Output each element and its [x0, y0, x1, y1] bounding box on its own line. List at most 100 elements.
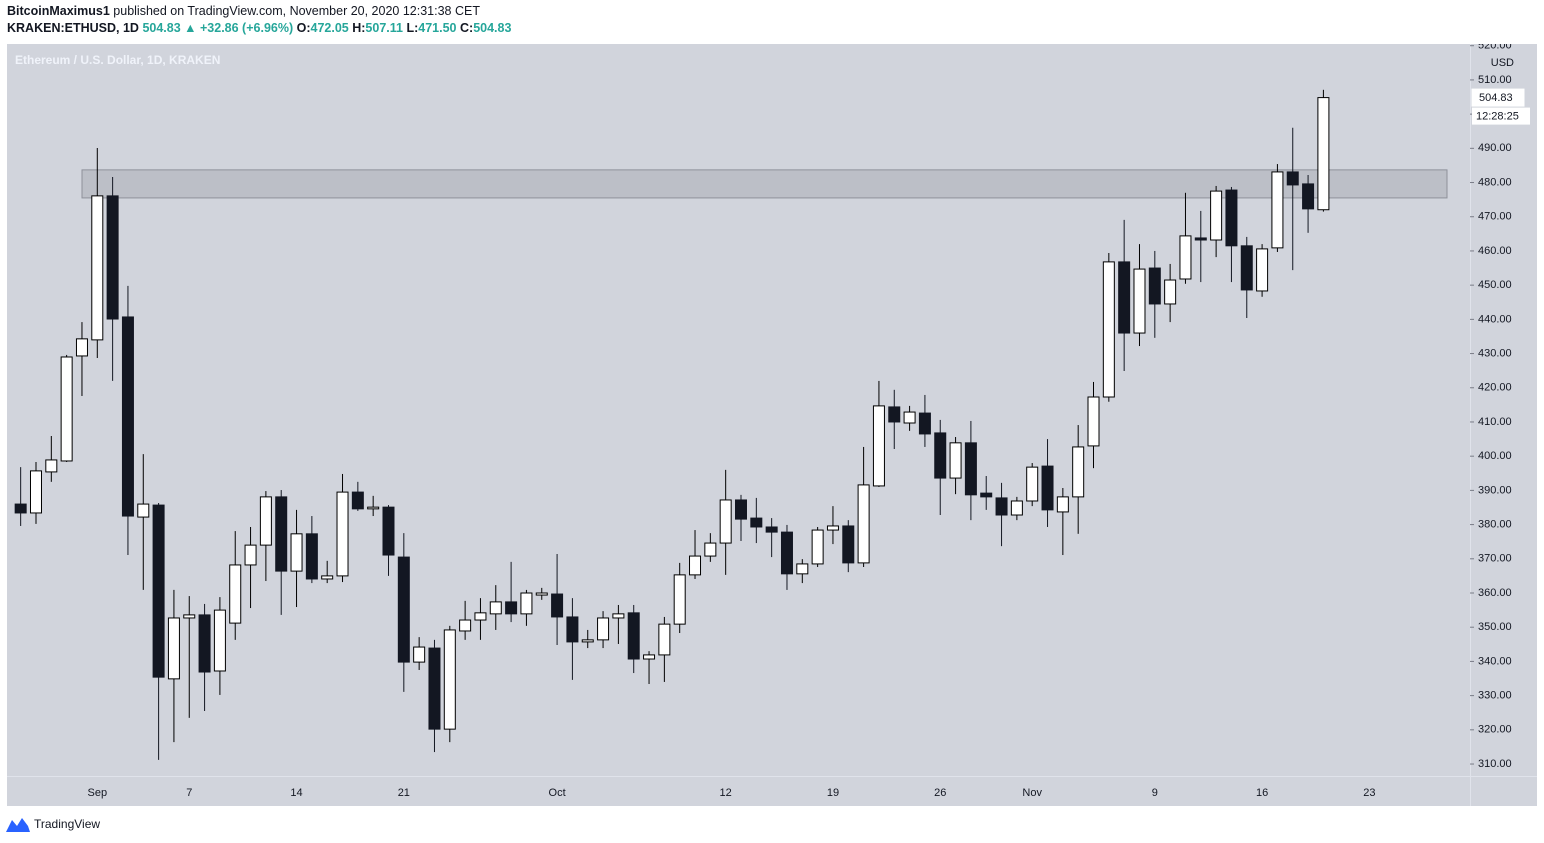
candle-body [167, 617, 180, 680]
y-unit: USD [1491, 57, 1514, 69]
candle-body [826, 525, 839, 531]
y-tick-label: 470.00 [1478, 211, 1512, 223]
y-tick-label: 430.00 [1478, 347, 1512, 359]
countdown: 12:28:25 [1476, 111, 1519, 123]
candle-body [305, 533, 318, 580]
candle-body [735, 499, 747, 520]
candle-body [244, 544, 257, 566]
last-price-label: 504.83 [1479, 92, 1513, 104]
x-tick-label: Oct [549, 787, 566, 799]
candle-body [566, 616, 579, 643]
plot-area [14, 89, 1448, 760]
candle-body [121, 316, 134, 517]
brand: TradingView [34, 817, 100, 831]
x-tick-label: 14 [290, 787, 302, 799]
candle-body [520, 592, 533, 615]
candle-body [351, 491, 364, 510]
candle-body [1164, 279, 1177, 305]
y-tick-label: 310.00 [1478, 758, 1512, 770]
y-tick-label: 490.00 [1478, 142, 1512, 154]
candle-body [275, 496, 288, 572]
author-line: BitcoinMaximus1 published on TradingView… [7, 4, 480, 18]
candle-body [443, 629, 456, 730]
candle-body [1118, 261, 1131, 334]
candle-body [612, 613, 625, 619]
symbol: KRAKEN:ETHUSD, 1D [7, 21, 139, 35]
candle-body [1102, 261, 1115, 398]
candle-body [459, 619, 472, 632]
footer-logo: TradingView [6, 817, 100, 832]
candle-body [75, 338, 88, 357]
y-tick-label: 460.00 [1478, 245, 1512, 257]
candle-body [29, 470, 42, 514]
y-tick-label: 480.00 [1478, 176, 1512, 188]
candle-body [336, 491, 349, 577]
candle-body [1286, 171, 1299, 186]
countdown-tag [1472, 107, 1530, 125]
candle-body [857, 484, 870, 564]
x-tick-label: Sep [88, 787, 108, 799]
candle-body [1240, 245, 1253, 291]
candle-body [1056, 496, 1069, 513]
price-zone [81, 169, 1448, 199]
candle-body [918, 412, 931, 435]
candle-body [1179, 235, 1192, 280]
candle-body [152, 504, 165, 678]
candle-body [1210, 190, 1223, 241]
x-tick-label: 21 [398, 787, 410, 799]
ohlc-value: 507.11 [365, 21, 403, 35]
candle-body [872, 405, 885, 487]
candle-body [397, 556, 410, 663]
ohlc-value: 472.05 [311, 21, 349, 35]
y-tick-label: 400.00 [1478, 450, 1512, 462]
candle-body [842, 525, 855, 564]
candle-body [367, 506, 380, 510]
candle-body [45, 459, 58, 473]
candle-body [1225, 189, 1238, 247]
candle-body [428, 647, 441, 730]
candle-body [474, 612, 487, 621]
change: ▲ +32.86 (+6.96%) [184, 21, 293, 35]
y-tick-label: 420.00 [1478, 382, 1512, 394]
ohlc-label: O: [297, 21, 311, 35]
candle-body [1271, 171, 1284, 249]
candle-body [137, 503, 150, 518]
candle-body [796, 563, 809, 575]
x-tick-label: 26 [934, 787, 946, 799]
y-tick-label: 380.00 [1478, 518, 1512, 530]
candle-body [1256, 248, 1269, 292]
x-tick-label: 19 [827, 787, 839, 799]
ohlc-label: C: [460, 21, 473, 35]
candle-body [198, 614, 211, 673]
last: 504.83 [142, 21, 180, 35]
time-axis: Sep 7 14 21 Oct 12 19 26 Nov 9 16 23 [88, 787, 1376, 799]
candle-body [489, 601, 502, 615]
candle-body [903, 411, 916, 424]
candle-body [1148, 267, 1161, 305]
candle-body [980, 492, 993, 498]
candle-body [658, 623, 671, 656]
ohlc-label: L: [406, 21, 418, 35]
candle-body [780, 531, 793, 575]
candle-body [1010, 500, 1023, 516]
candle-body [627, 612, 640, 660]
candle-body [1133, 268, 1146, 334]
candle-body [60, 356, 73, 462]
candle-body [1072, 446, 1085, 498]
published: published on TradingView.com, November 2… [113, 4, 480, 18]
y-tick-label: 370.00 [1478, 553, 1512, 565]
candle-body [1317, 97, 1330, 211]
logo-icon [6, 818, 30, 832]
candle-body [183, 614, 196, 619]
candle-body [321, 575, 334, 580]
ohlc-value: 471.50 [418, 21, 456, 35]
symbol-line: KRAKEN:ETHUSD, 1D 504.83 ▲ +32.86 (+6.96… [7, 21, 511, 35]
y-tick-label: 510.00 [1478, 74, 1512, 86]
y-tick-label: 410.00 [1478, 416, 1512, 428]
x-tick-label: 12 [720, 787, 732, 799]
candle-body [213, 609, 226, 672]
candle-body [934, 432, 947, 479]
y-tick-label: 330.00 [1478, 690, 1512, 702]
y-tick-label: 440.00 [1478, 313, 1512, 325]
